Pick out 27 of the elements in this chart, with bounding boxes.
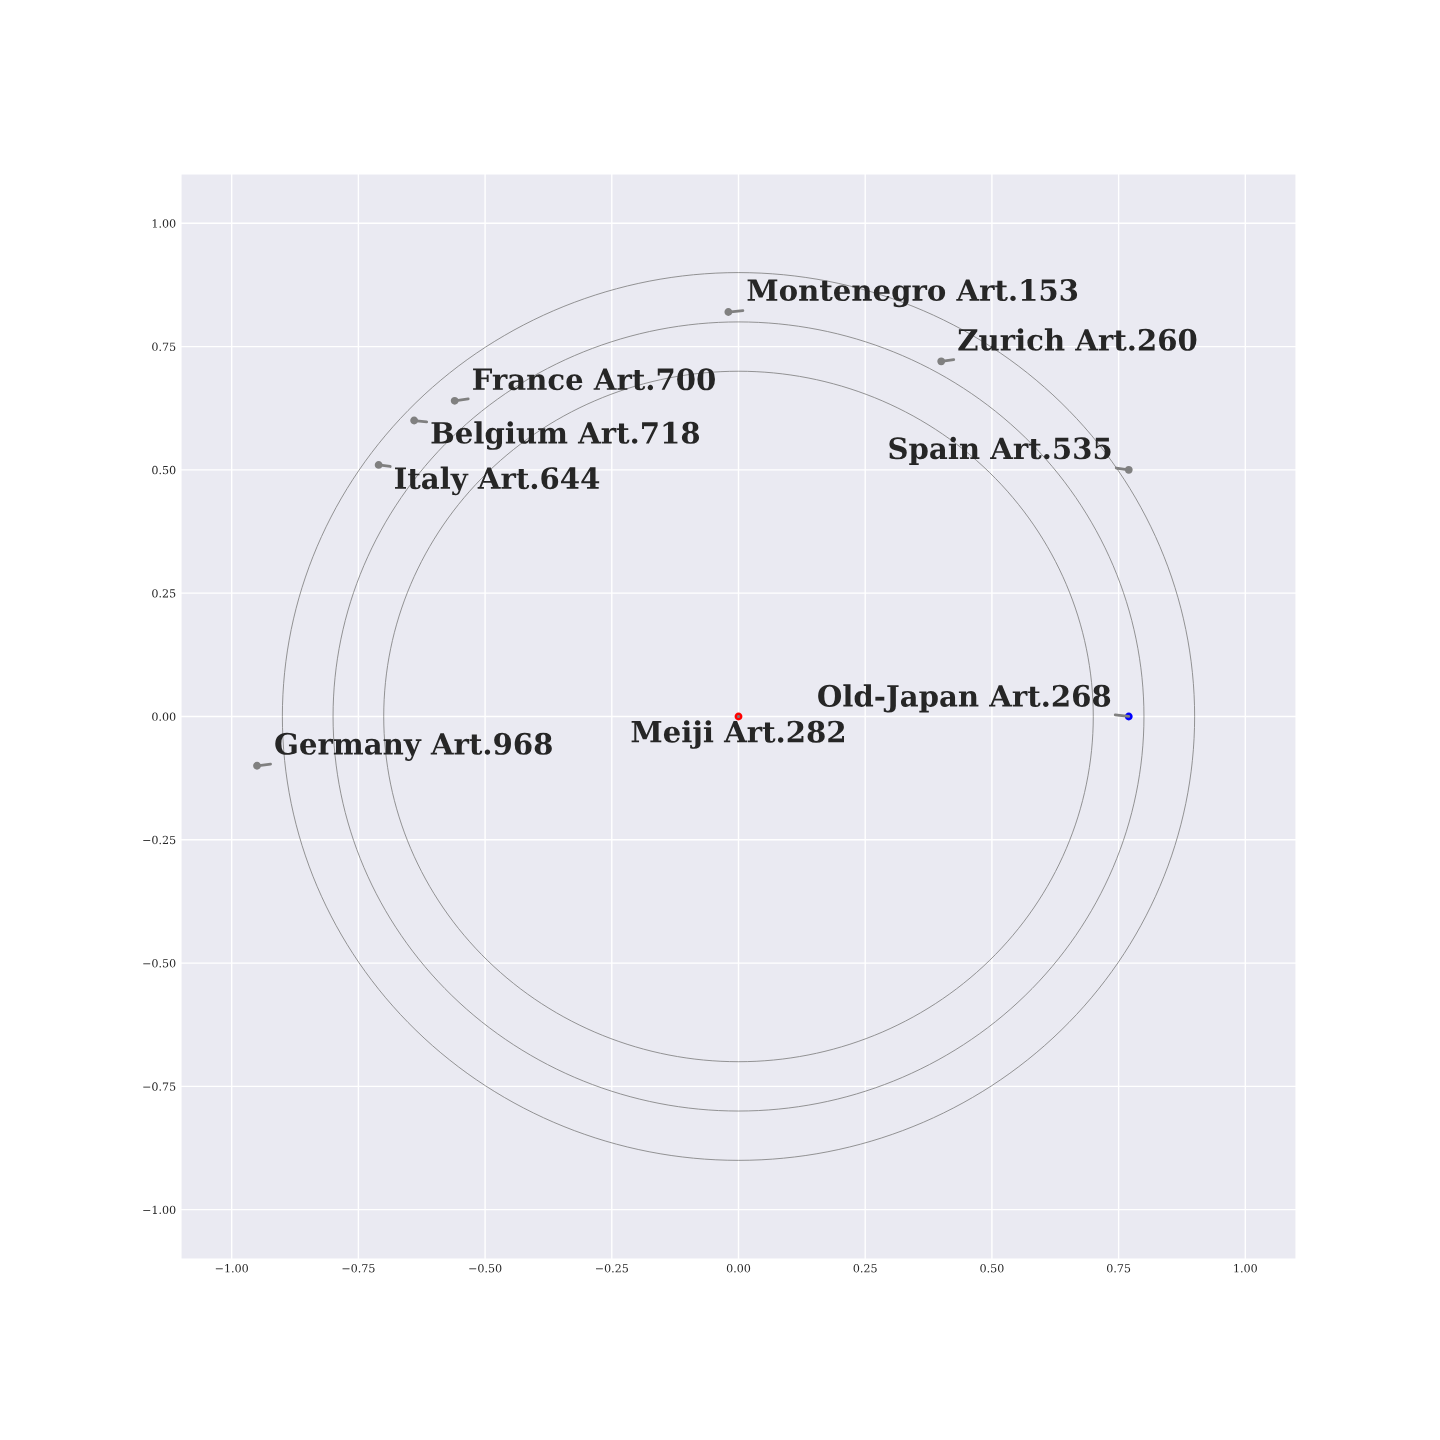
y-tick-label: −0.50 (143, 959, 176, 968)
y-tick-label: −0.75 (143, 1082, 176, 1091)
y-tick-label: 0.75 (152, 342, 176, 351)
annotation: Montenegro Art.153 (747, 279, 1078, 308)
annotation: Belgium Art.718 (431, 421, 700, 450)
y-tick-label: −1.00 (143, 1205, 176, 1215)
y-tick-label: −0.25 (143, 835, 176, 845)
x-tick-label: 0.50 (980, 1264, 1004, 1273)
y-tick-label: 0.00 (152, 712, 176, 721)
annotation: Zurich Art.260 (958, 328, 1197, 351)
x-tick-label: 1.00 (1234, 1264, 1257, 1273)
annotation: Old-Japan Art.268 (818, 684, 1111, 713)
x-tick-label: −1.00 (215, 1264, 248, 1273)
annotation: Italy Art.644 (395, 466, 600, 496)
x-tick-label: 0.25 (853, 1264, 877, 1273)
x-tick-label: −0.50 (469, 1264, 502, 1273)
x-tick-label: 0.00 (726, 1264, 751, 1273)
y-tick-label: 1.00 (152, 219, 176, 228)
x-tick-label: −0.25 (595, 1264, 628, 1273)
y-tick-label: 0.50 (152, 465, 176, 475)
x-tick-label: 0.75 (1106, 1264, 1131, 1273)
x-tick-label: −0.75 (342, 1264, 375, 1273)
annotation: Spain Art.535 (889, 436, 1111, 465)
annotation: Meiji Art.282 (631, 720, 844, 749)
annotation: France Art.700 (473, 368, 715, 391)
y-tick-label: 0.25 (152, 589, 176, 598)
annotation: Germany Art.968 (275, 732, 552, 761)
